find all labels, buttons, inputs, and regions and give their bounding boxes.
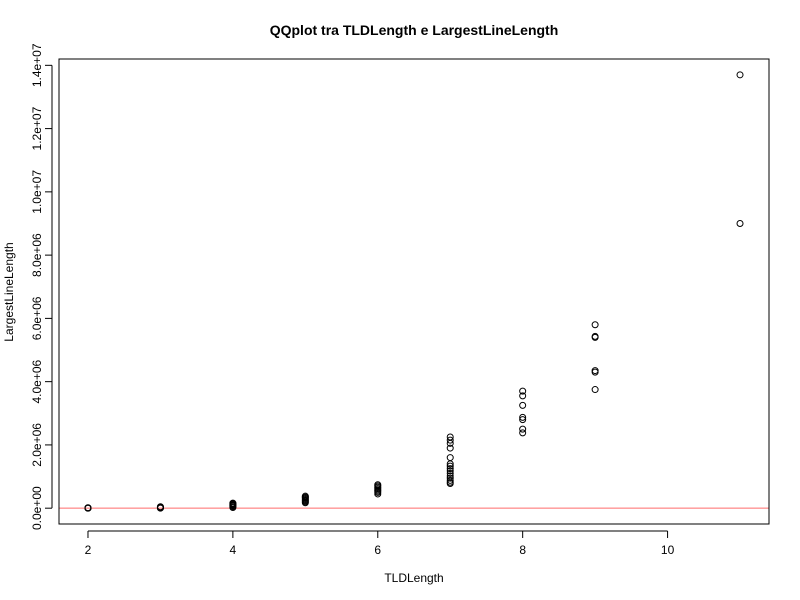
data-point (736, 219, 744, 227)
data-point (446, 474, 454, 482)
data-point (446, 436, 454, 444)
data-point (446, 469, 454, 477)
y-tick-label: 0.0e+00 (30, 486, 44, 530)
data-point (591, 321, 599, 329)
data-point (374, 481, 382, 489)
data-point (156, 503, 164, 511)
x-tick-label: 4 (230, 543, 237, 557)
data-point (446, 472, 454, 480)
chart-title: QQplot tra TLDLength e LargestLineLength (270, 22, 559, 38)
y-tick-label: 1.0e+07 (30, 170, 44, 214)
y-axis-title: LargestLineLength (2, 242, 16, 341)
plot-area (59, 71, 769, 512)
data-point (84, 504, 92, 512)
data-point (519, 392, 527, 400)
data-point (446, 465, 454, 473)
data-point (446, 467, 454, 475)
data-point (446, 454, 454, 462)
data-point (736, 71, 744, 79)
data-point (519, 429, 527, 437)
data-point (446, 433, 454, 441)
x-tick-label: 8 (519, 543, 526, 557)
y-axis: 0.0e+00 2.0e+06 4.0e+06 6.0e+06 8.0e+06 1.0e+… (30, 43, 53, 530)
data-point (519, 413, 527, 421)
x-axis: 2 4 6 8 10 (85, 530, 675, 557)
data-point (446, 444, 454, 452)
data-point (519, 401, 527, 409)
data-point (519, 416, 527, 424)
y-tick-label: 8.0e+06 (30, 233, 44, 277)
x-tick-label: 10 (661, 543, 675, 557)
y-tick-label: 2.0e+06 (30, 423, 44, 467)
y-tick-label: 6.0e+06 (30, 296, 44, 340)
data-point (446, 462, 454, 470)
data-point (591, 386, 599, 394)
y-tick-label: 1.2e+07 (30, 106, 44, 150)
plot-frame (58, 58, 770, 525)
x-tick-label: 2 (85, 543, 92, 557)
data-point (519, 387, 527, 395)
x-axis-title: TLDLength (384, 571, 443, 585)
data-point (301, 492, 309, 500)
data-point (229, 499, 237, 507)
data-point (591, 332, 599, 340)
y-tick-label: 1.4e+07 (30, 43, 44, 87)
x-tick-label: 6 (374, 543, 381, 557)
data-point (446, 476, 454, 484)
data-point (519, 425, 527, 433)
data-point (591, 367, 599, 375)
y-tick-label: 4.0e+06 (30, 359, 44, 403)
